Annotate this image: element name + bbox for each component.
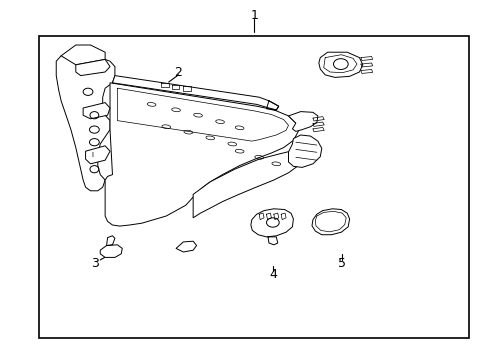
Polygon shape xyxy=(85,146,110,164)
Polygon shape xyxy=(100,245,122,257)
Polygon shape xyxy=(112,76,278,110)
Text: 4: 4 xyxy=(268,268,276,281)
Text: 1: 1 xyxy=(250,9,258,22)
Polygon shape xyxy=(318,52,362,77)
Polygon shape xyxy=(311,209,349,235)
Polygon shape xyxy=(56,56,115,191)
Text: 3: 3 xyxy=(91,257,99,270)
Polygon shape xyxy=(76,59,110,76)
Polygon shape xyxy=(105,83,298,226)
Polygon shape xyxy=(176,241,196,252)
Text: 2: 2 xyxy=(174,66,182,78)
Polygon shape xyxy=(193,150,303,218)
Text: I: I xyxy=(91,152,93,158)
Polygon shape xyxy=(288,112,317,131)
Polygon shape xyxy=(250,209,293,237)
Polygon shape xyxy=(61,45,105,67)
Bar xyxy=(39,36,468,338)
Polygon shape xyxy=(288,135,321,167)
Text: 5: 5 xyxy=(338,257,346,270)
Polygon shape xyxy=(83,103,110,119)
